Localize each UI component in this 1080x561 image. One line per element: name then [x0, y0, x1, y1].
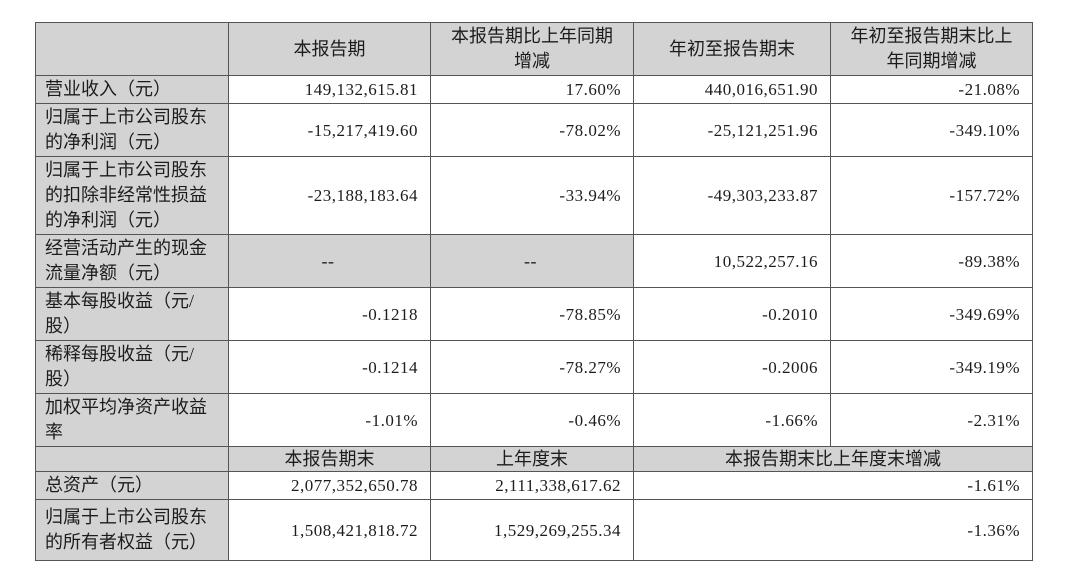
col-header-ytd-change: 年初至报告期末比上 年同期增减: [830, 22, 1033, 76]
metric-ytd: 440,016,651.90: [633, 75, 831, 104]
col-header-current-period: 本报告期: [228, 22, 431, 76]
corner-cell: [35, 446, 229, 472]
metric-label: 总资产（元）: [35, 471, 229, 500]
metric-current-change: 17.60%: [430, 75, 634, 104]
metric-ytd-change: -349.19%: [830, 340, 1033, 394]
metric-label: 加权平均净资产收益 率: [35, 393, 229, 447]
corner-cell: [35, 22, 229, 76]
balance-change: -1.61%: [633, 471, 1033, 500]
metric-ytd-change: -2.31%: [830, 393, 1033, 447]
table-row-net-profit-excl-nonrecurring: 归属于上市公司股东 的扣除非经常性损益 的净利润（元） -23,188,183.…: [35, 156, 1033, 235]
metric-ytd-change: -349.10%: [830, 103, 1033, 157]
metric-current-change: -78.27%: [430, 340, 634, 394]
metric-ytd-change: -21.08%: [830, 75, 1033, 104]
table-row-revenue: 营业收入（元） 149,132,615.81 17.60% 440,016,65…: [35, 75, 1033, 104]
table-row-net-profit: 归属于上市公司股东 的净利润（元） -15,217,419.60 -78.02%…: [35, 103, 1033, 157]
col-header-period-end: 本报告期末: [228, 446, 431, 472]
header-row-balance: 本报告期末 上年度末 本报告期末比上年度末增减: [35, 446, 1033, 472]
metric-current-change: --: [430, 234, 634, 288]
metric-label: 营业收入（元）: [35, 75, 229, 104]
balance-change: -1.36%: [633, 499, 1033, 561]
metric-ytd: -49,303,233.87: [633, 156, 831, 235]
metric-current-change: -0.46%: [430, 393, 634, 447]
metric-current: --: [228, 234, 431, 288]
table-row-owners-equity: 归属于上市公司股东 的所有者权益（元） 1,508,421,818.72 1,5…: [35, 499, 1033, 561]
metric-ytd: -25,121,251.96: [633, 103, 831, 157]
metric-label: 经营活动产生的现金 流量净额（元）: [35, 234, 229, 288]
metric-ytd-change: -157.72%: [830, 156, 1033, 235]
table-row-total-assets: 总资产（元） 2,077,352,650.78 2,111,338,617.62…: [35, 471, 1033, 500]
header-row-period: 本报告期 本报告期比上年同期 增减 年初至报告期末 年初至报告期末比上 年同期增…: [35, 22, 1033, 76]
balance-prev-year-end: 2,111,338,617.62: [430, 471, 634, 500]
metric-current: -0.1214: [228, 340, 431, 394]
col-header-current-period-change: 本报告期比上年同期 增减: [430, 22, 634, 76]
key-accounting-data-table: 本报告期 本报告期比上年同期 增减 年初至报告期末 年初至报告期末比上 年同期增…: [35, 22, 1033, 561]
metric-current: -0.1218: [228, 287, 431, 341]
metric-current: -23,188,183.64: [228, 156, 431, 235]
financial-report-table-wrap: 本报告期 本报告期比上年同期 增减 年初至报告期末 年初至报告期末比上 年同期增…: [35, 22, 1033, 561]
metric-ytd-change: -349.69%: [830, 287, 1033, 341]
metric-label: 基本每股收益（元/ 股）: [35, 287, 229, 341]
metric-current-change: -33.94%: [430, 156, 634, 235]
metric-ytd: -0.2006: [633, 340, 831, 394]
metric-current: -1.01%: [228, 393, 431, 447]
metric-label: 稀释每股收益（元/ 股）: [35, 340, 229, 394]
metric-ytd-change: -89.38%: [830, 234, 1033, 288]
col-header-prev-year-end: 上年度末: [430, 446, 634, 472]
metric-current-change: -78.85%: [430, 287, 634, 341]
table-row-basic-eps: 基本每股收益（元/ 股） -0.1218 -78.85% -0.2010 -34…: [35, 287, 1033, 341]
metric-label: 归属于上市公司股东 的净利润（元）: [35, 103, 229, 157]
metric-ytd: -0.2010: [633, 287, 831, 341]
col-header-ytd: 年初至报告期末: [633, 22, 831, 76]
balance-period-end: 2,077,352,650.78: [228, 471, 431, 500]
table-row-operating-cash-flow: 经营活动产生的现金 流量净额（元） -- -- 10,522,257.16 -8…: [35, 234, 1033, 288]
metric-ytd: 10,522,257.16: [633, 234, 831, 288]
metric-current-change: -78.02%: [430, 103, 634, 157]
metric-current: -15,217,419.60: [228, 103, 431, 157]
balance-period-end: 1,508,421,818.72: [228, 499, 431, 561]
metric-ytd: -1.66%: [633, 393, 831, 447]
metric-label: 归属于上市公司股东 的所有者权益（元）: [35, 499, 229, 561]
metric-label: 归属于上市公司股东 的扣除非经常性损益 的净利润（元）: [35, 156, 229, 235]
col-header-period-end-change: 本报告期末比上年度末增减: [633, 446, 1033, 472]
metric-current: 149,132,615.81: [228, 75, 431, 104]
balance-prev-year-end: 1,529,269,255.34: [430, 499, 634, 561]
table-row-weighted-avg-roe: 加权平均净资产收益 率 -1.01% -0.46% -1.66% -2.31%: [35, 393, 1033, 447]
table-row-diluted-eps: 稀释每股收益（元/ 股） -0.1214 -78.27% -0.2006 -34…: [35, 340, 1033, 394]
